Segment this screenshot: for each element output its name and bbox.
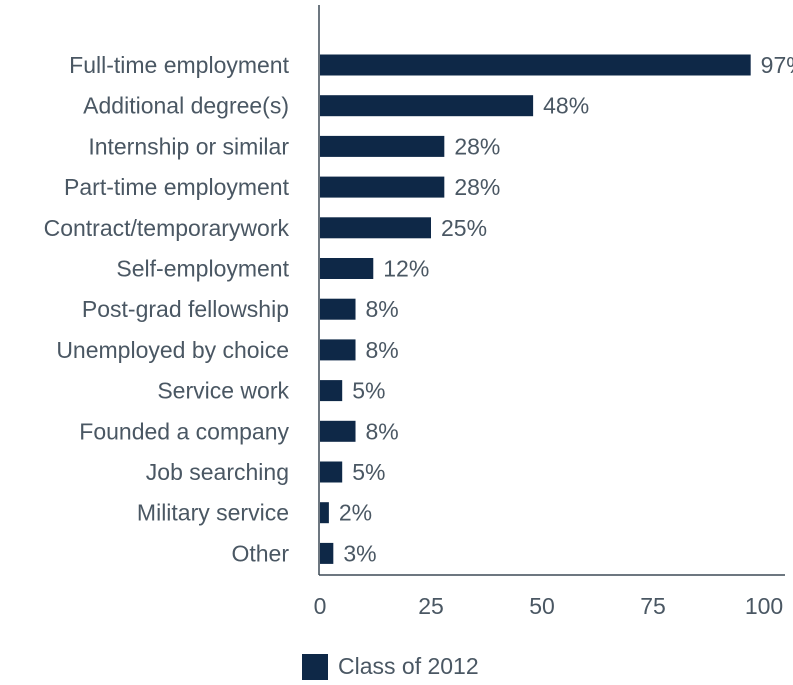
legend-label: Class of 2012 [338, 653, 479, 679]
legend-swatch [302, 653, 328, 680]
bar [320, 502, 329, 524]
x-tick-label: 25 [418, 593, 444, 619]
bar [320, 95, 534, 117]
data-label: 97% [761, 52, 793, 78]
data-label: 8% [366, 337, 399, 363]
data-label: 5% [352, 459, 385, 485]
category-label: Post-grad fellowship [82, 296, 289, 322]
bar [320, 176, 445, 198]
bar [320, 461, 343, 483]
data-label: 5% [352, 378, 385, 404]
data-label: 12% [383, 256, 429, 282]
category-label: Job searching [146, 459, 289, 485]
category-label: Part-time employment [64, 174, 290, 200]
x-tick-label: 75 [640, 593, 666, 619]
x-axis-ticks: 0 25 50 75 100 [314, 593, 784, 619]
x-tick-label: 100 [745, 593, 783, 619]
bar [320, 298, 356, 320]
bars-group [320, 54, 751, 564]
data-label: 2% [339, 500, 372, 526]
bar [320, 380, 343, 402]
bar [320, 217, 431, 239]
x-tick-label: 50 [529, 593, 555, 619]
category-label: Self-employment [116, 256, 289, 282]
bar [320, 54, 751, 76]
data-label: 28% [454, 174, 500, 200]
category-label: Full-time employment [69, 52, 289, 78]
data-label: 28% [454, 133, 500, 159]
bar [320, 258, 374, 279]
category-label: Contract/temporarywork [44, 215, 290, 241]
category-label: Other [231, 540, 289, 566]
category-label: Additional degree(s) [83, 93, 289, 119]
data-label: 25% [441, 215, 487, 241]
category-label: Military service [137, 500, 289, 526]
x-tick-label: 0 [314, 593, 327, 619]
category-labels: Full-time employment Additional degree(s)… [44, 52, 290, 566]
data-label: 48% [543, 93, 589, 119]
legend: Class of 2012 [302, 653, 479, 680]
category-label: Unemployed by choice [56, 337, 289, 363]
bar [320, 420, 356, 442]
category-label: Service work [157, 378, 289, 404]
bar [320, 542, 334, 564]
bar [320, 339, 356, 361]
value-labels: 97% 48% 28% 28% 25% 12% 8% 8% 5% 8% 5% 2% 3% [339, 52, 793, 566]
category-label: Internship or similar [88, 133, 289, 159]
data-label: 3% [343, 540, 376, 566]
data-label: 8% [366, 296, 399, 322]
bar [320, 135, 445, 157]
category-label: Founded a company [79, 418, 289, 444]
data-label: 8% [366, 418, 399, 444]
